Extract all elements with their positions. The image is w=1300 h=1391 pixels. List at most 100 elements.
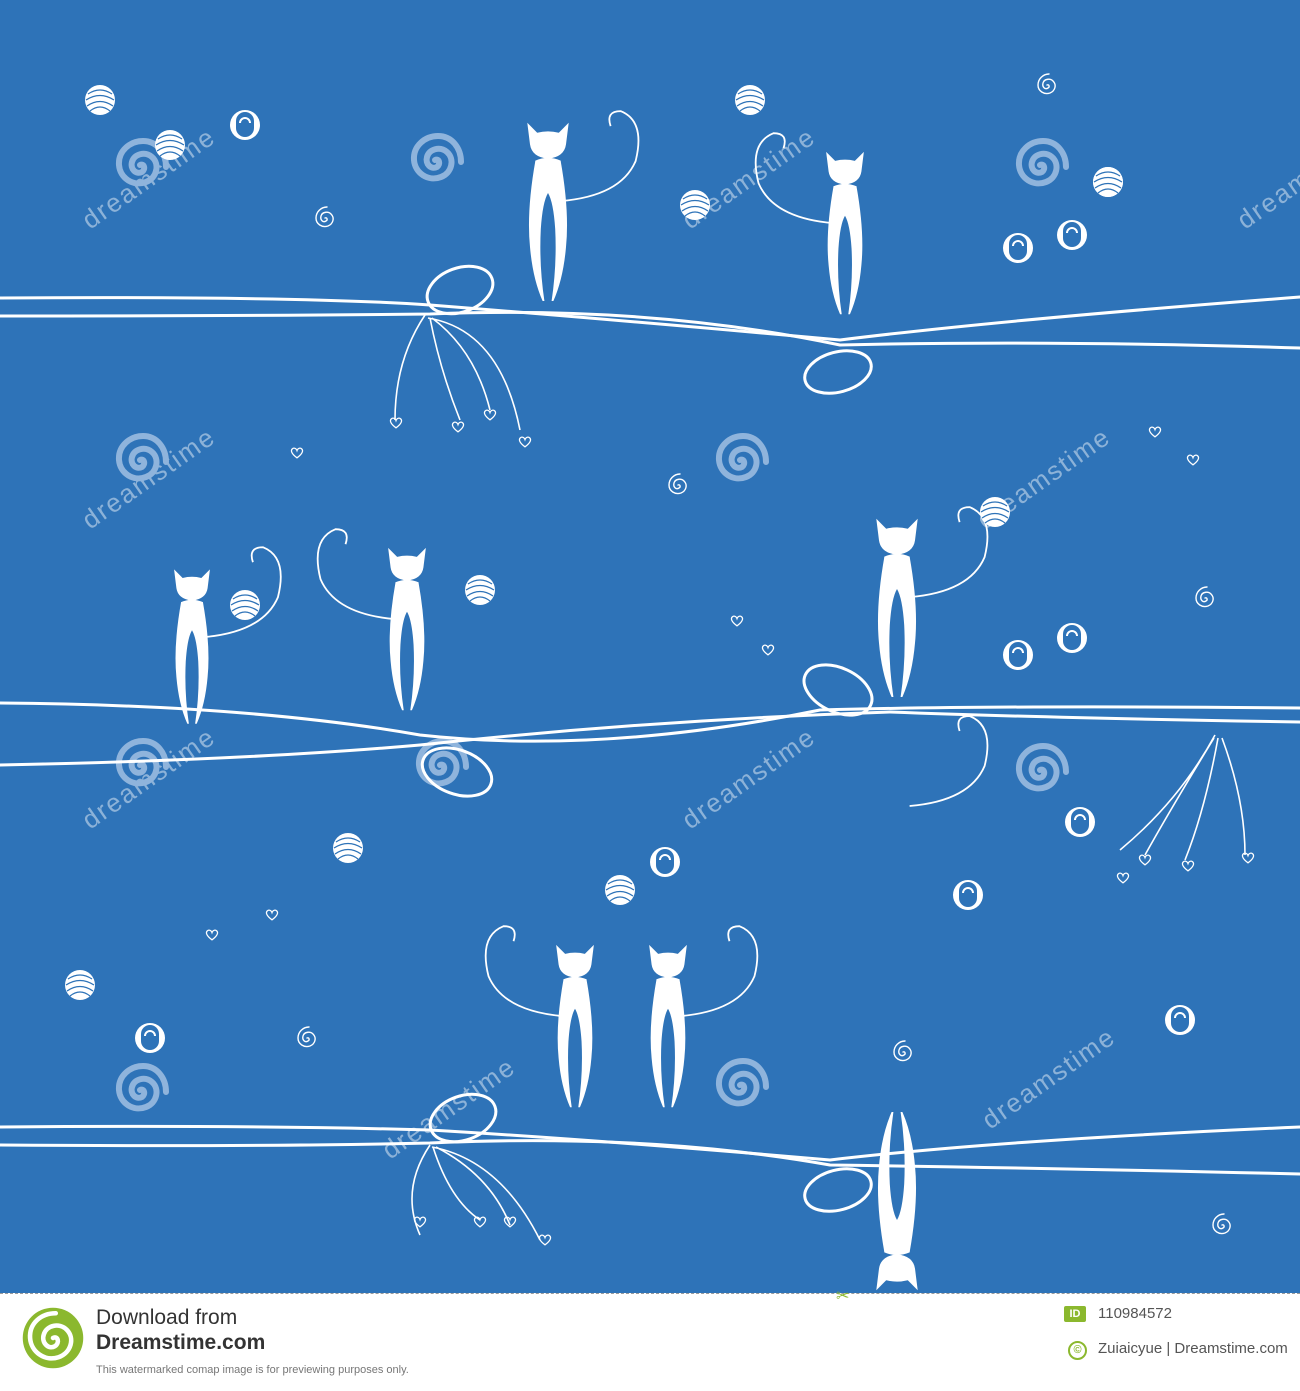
wire-bow-loop [803,349,873,395]
watermark-text: dreamstime [676,721,821,835]
heart-icon [503,1216,517,1228]
watermark-spiral-icon [719,436,766,478]
heart-icon [1148,426,1162,438]
ball-icon [952,879,984,911]
ball-icon [1056,622,1088,654]
wire-line [0,701,1300,743]
ball-icon [134,1022,166,1054]
yarn-ball-icon [734,84,766,116]
cat-figure [316,528,427,711]
yarn-ball-icon [979,496,1011,528]
heart-icon [1116,872,1130,884]
watermark-spiral-icon [414,136,461,178]
cat-tail [316,528,396,621]
cat-tail [202,546,282,639]
cat-figure [875,506,989,698]
watermark-text: dreamstime [976,1021,1121,1135]
heart-icon [518,436,532,448]
cat-figures [173,110,989,1291]
ball-icon [1164,1004,1196,1036]
yarn-ball-icon [1092,166,1124,198]
yarn-and-ball-decorations [64,84,1196,1054]
wire-bow-loop [803,1167,873,1213]
ball-icon [1056,219,1088,251]
yarn-ball-icon [154,129,186,161]
small-spiral-icon [1212,1213,1231,1235]
bow-ribbon [1119,734,1246,861]
yarn-ball-icon [679,189,711,221]
small-spiral-icon [893,1040,912,1062]
copyright-icon: © [1068,1341,1087,1360]
heart-icon [473,1216,487,1228]
small-spiral-icon [668,473,687,495]
preview-note: This watermarked comap image is for prev… [96,1364,409,1376]
watermark-spiral-icon [1019,746,1066,788]
heart-icon [205,929,219,941]
wire-line [0,1139,1300,1176]
ball-icon [649,846,681,878]
cat-tail [909,715,989,807]
wire-bow-loop [802,663,874,717]
cat-figure [648,925,759,1108]
photographer-credit[interactable]: Zuiaicyue | Dreamstime.com [1098,1340,1288,1357]
image-id: 110984572 [1098,1305,1172,1322]
wire-bow-loop [425,264,495,316]
heart-icon [730,615,744,627]
cat-tail [909,506,989,598]
ball-icon [1002,232,1034,264]
ball-icon [1002,639,1034,671]
cat-tail [679,925,759,1018]
yarn-ball-icon [64,969,96,1001]
heart-icon [290,447,304,459]
ball-icon [1064,806,1096,838]
heart-icon [1181,860,1195,872]
cat-figure [754,132,865,315]
bow-ribbon [411,1144,541,1241]
wire-line [0,310,1300,350]
yarn-ball-icon [229,589,261,621]
site-name[interactable]: Dreamstime.com [96,1331,266,1354]
dreamstime-logo-icon [22,1307,84,1369]
download-footer: Download from Dreamstime.com This waterm… [0,1288,1300,1391]
wire-layer [0,264,1300,1241]
ball-icon [229,109,261,141]
cat-tail [754,132,834,225]
heart-icon [538,1234,552,1246]
yarn-ball-icon [464,574,496,606]
wire-line [0,295,1300,342]
heart-icon [451,421,465,433]
small-spiral-icon [1037,73,1056,95]
download-label: Download from [96,1306,238,1329]
heart-decorations [205,409,1255,1246]
heart-icon [483,409,497,421]
watermark-text: dreamstime [1231,121,1300,235]
watermark-spiral-icon [719,1061,766,1103]
id-badge: ID [1064,1306,1086,1322]
cat-tail [484,925,564,1018]
yarn-ball-icon [332,832,364,864]
cats-pattern-artwork: dreamstime dreamstime dreamstime dreamstime… [0,0,1300,1293]
heart-icon [1241,852,1255,864]
heart-icon [265,909,279,921]
wire-bow-loop [428,1092,498,1144]
cat-figure [484,925,595,1108]
cat-figure [173,546,282,725]
bow-ribbon [394,314,521,431]
wire-bow-loop [420,746,494,798]
wire-line [0,710,1300,767]
yarn-ball-icon [84,84,116,116]
watermark-text: dreamstime [376,1051,521,1165]
cat-figure [875,715,989,1291]
scissors-icon: ✂ [836,1288,850,1305]
watermark-layer: dreamstime dreamstime dreamstime dreamstime… [76,121,1300,1165]
heart-icon [1186,454,1200,466]
yarn-ball-icon [604,874,636,906]
small-spiral-icon [1195,586,1214,608]
heart-icon [761,644,775,656]
small-spiral-icon [297,1026,316,1048]
heart-icon [1138,854,1152,866]
pattern-canvas: dreamstime dreamstime dreamstime dreamstime… [0,73,1300,1291]
cat-tail [560,110,640,202]
cat-figure [526,110,640,302]
small-spiral-icon [315,206,334,228]
